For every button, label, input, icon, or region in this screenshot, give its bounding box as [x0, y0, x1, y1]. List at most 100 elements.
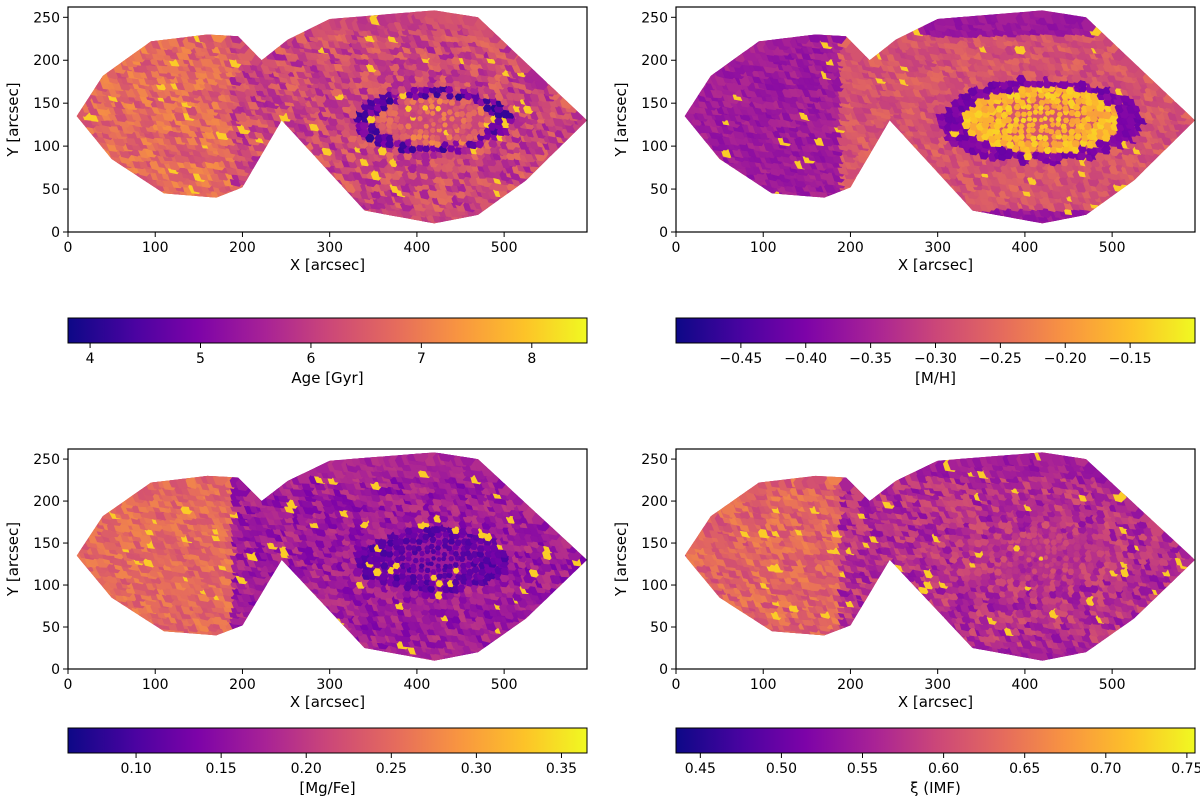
x-tick-label: 400	[404, 677, 431, 693]
axes-frame	[675, 6, 1196, 233]
colorbar-tick-label: −0.25	[979, 351, 1022, 367]
colorbar-label: [Mg/Fe]	[299, 779, 355, 797]
y-tick-label: 0	[659, 662, 668, 678]
x-tick-label: 400	[1012, 240, 1039, 256]
colorbar-tick-label: 0.50	[766, 761, 797, 777]
y-tick-label: 150	[33, 96, 60, 112]
colorbar-tick-label: −0.45	[719, 351, 762, 367]
y-tick-label: 150	[33, 536, 60, 552]
colorbar-tick-label: 0.75	[1171, 761, 1200, 777]
y-tick-label: 200	[641, 53, 668, 69]
axes-frame	[67, 448, 588, 670]
colorbar-label: ξ (IMF)	[910, 779, 961, 797]
y-tick-label: 200	[33, 494, 60, 510]
x-axis-label: X [arcsec]	[898, 693, 973, 711]
colorbar: 0.10 0.15 0.20 0.25 0.30 0.35 [Mg/Fe]	[67, 727, 588, 797]
colorbar-tick-label: 0.25	[376, 761, 407, 777]
panel-4: 0 100 200 300 400 500 0 50 100 150 200 250 X [arcsec…	[612, 448, 1200, 797]
colorbar-tick-label: 8	[527, 351, 536, 367]
x-tick-label: 200	[229, 240, 256, 256]
colorbar-tick-label: 0.15	[206, 761, 237, 777]
x-tick-label: 200	[229, 677, 256, 693]
colorbar-label: [M/H]	[915, 369, 956, 387]
y-axis-label: Y [arcsec]	[612, 82, 630, 157]
colorbar-tick-label: 7	[417, 351, 426, 367]
colorbar-tick-label: −0.40	[784, 351, 827, 367]
colorbar-gradient	[675, 727, 1196, 754]
x-tick-label: 300	[316, 677, 343, 693]
colorbar-tick-label: 0.30	[461, 761, 492, 777]
colorbar-tick-label: 5	[196, 351, 205, 367]
y-axis-label: Y [arcsec]	[612, 522, 630, 597]
panel-3: 0 100 200 300 400 500 0 50 100 150 200 250 X [arcsec…	[4, 448, 588, 797]
y-tick-label: 250	[33, 10, 60, 26]
colorbar-gradient	[67, 317, 588, 344]
y-tick-label: 50	[650, 182, 668, 198]
axes-frame	[67, 6, 588, 233]
x-tick-label: 200	[837, 240, 864, 256]
colorbar: 0.45 0.50 0.55 0.60 0.65 0.70 0.75 ξ (IMF)	[675, 727, 1200, 797]
y-tick-label: 50	[42, 620, 60, 636]
x-tick-label: 500	[1099, 677, 1126, 693]
x-tick-label: 200	[837, 677, 864, 693]
x-tick-label: 500	[491, 240, 518, 256]
colorbar-gradient	[675, 317, 1196, 344]
colorbar-tick-label: −0.30	[914, 351, 957, 367]
x-axis-label: X [arcsec]	[290, 693, 365, 711]
y-tick-label: 250	[33, 452, 60, 468]
x-tick-label: 100	[142, 240, 169, 256]
x-tick-label: 0	[672, 677, 681, 693]
colorbar-tick-label: 0.20	[291, 761, 322, 777]
x-tick-label: 500	[491, 677, 518, 693]
x-tick-label: 300	[924, 677, 951, 693]
x-axis-label: X [arcsec]	[290, 256, 365, 274]
y-tick-label: 250	[641, 452, 668, 468]
x-tick-label: 0	[672, 240, 681, 256]
y-axis-label: Y [arcsec]	[4, 522, 22, 597]
map-cells	[76, 10, 587, 224]
y-tick-label: 200	[33, 53, 60, 69]
x-tick-label: 0	[64, 677, 73, 693]
colorbar-tick-label: −0.35	[849, 351, 892, 367]
colorbar: 4 5 6 7 8 Age [Gyr]	[67, 317, 588, 387]
x-tick-label: 400	[1012, 677, 1039, 693]
x-tick-label: 300	[316, 240, 343, 256]
y-tick-label: 0	[51, 225, 60, 241]
x-tick-label: 100	[750, 677, 777, 693]
y-tick-label: 0	[659, 225, 668, 241]
colorbar-tick-label: 0.10	[120, 761, 151, 777]
colorbar-tick-label: 0.65	[1009, 761, 1040, 777]
y-tick-label: 50	[42, 182, 60, 198]
colorbar-label: Age [Gyr]	[291, 369, 363, 387]
x-axis-label: X [arcsec]	[898, 256, 973, 274]
y-tick-label: 150	[641, 536, 668, 552]
colorbar-tick-label: 0.55	[847, 761, 878, 777]
y-tick-label: 100	[641, 578, 668, 594]
axes-frame	[675, 448, 1196, 670]
x-tick-label: 500	[1099, 240, 1126, 256]
y-tick-label: 150	[641, 96, 668, 112]
y-tick-label: 100	[33, 578, 60, 594]
colorbar-tick-label: 0.45	[685, 761, 716, 777]
y-tick-label: 100	[33, 139, 60, 155]
colorbar-tick-label: 0.70	[1090, 761, 1121, 777]
map-cells	[684, 10, 1195, 224]
colorbar-tick-label: 0.35	[546, 761, 577, 777]
y-tick-label: 0	[51, 662, 60, 678]
x-tick-label: 400	[404, 240, 431, 256]
y-tick-label: 250	[641, 10, 668, 26]
colorbar-tick-label: −0.20	[1044, 351, 1087, 367]
y-axis-label: Y [arcsec]	[4, 82, 22, 157]
y-tick-label: 100	[641, 139, 668, 155]
map-cells	[76, 452, 587, 661]
map-cells	[684, 452, 1195, 661]
colorbar-gradient	[67, 727, 588, 754]
colorbar-tick-label: 4	[86, 351, 95, 367]
panel-2: 0 100 200 300 400 500 0 50 100 150 200 250 X [arcsec…	[612, 6, 1196, 387]
colorbar-tick-label: 6	[306, 351, 315, 367]
y-tick-label: 200	[641, 494, 668, 510]
panel-1: 0 100 200 300 400 500 0 50 100 150 200 250 X [arcsec…	[4, 6, 588, 387]
y-tick-label: 50	[650, 620, 668, 636]
x-tick-label: 100	[142, 677, 169, 693]
